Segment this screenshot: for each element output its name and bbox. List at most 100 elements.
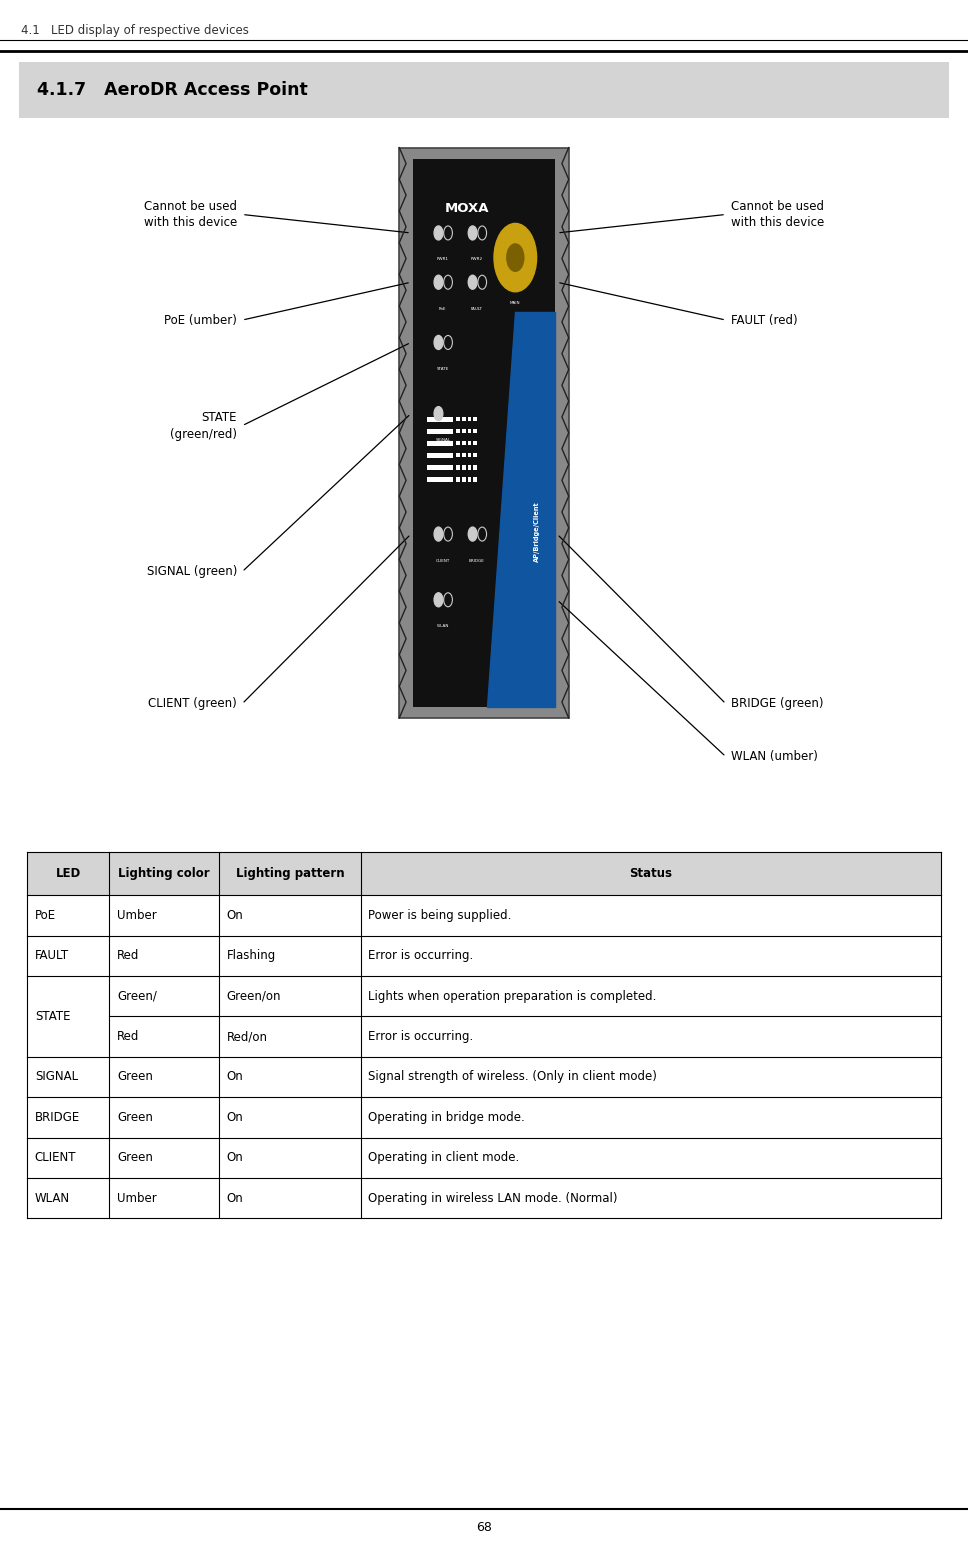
Circle shape bbox=[434, 225, 442, 239]
Bar bbox=[27, 1097, 941, 1138]
Bar bbox=[427, 429, 453, 434]
Text: BRIDGE: BRIDGE bbox=[35, 1111, 80, 1124]
Text: MOXA: MOXA bbox=[444, 202, 489, 214]
Bar bbox=[427, 465, 453, 469]
Text: On: On bbox=[227, 1152, 244, 1164]
Circle shape bbox=[434, 527, 442, 541]
Text: On: On bbox=[227, 909, 244, 922]
Bar bbox=[462, 416, 466, 421]
Text: PWR1: PWR1 bbox=[437, 258, 449, 261]
Text: Green: Green bbox=[117, 1152, 153, 1164]
Text: Green/: Green/ bbox=[117, 990, 157, 1002]
Text: LED: LED bbox=[55, 867, 81, 880]
Text: WLAN: WLAN bbox=[35, 1192, 70, 1204]
Text: Flashing: Flashing bbox=[227, 949, 276, 962]
Text: CLIENT: CLIENT bbox=[35, 1152, 76, 1164]
Text: Lights when operation preparation is completed.: Lights when operation preparation is com… bbox=[369, 990, 656, 1002]
Text: PoE (umber): PoE (umber) bbox=[165, 314, 237, 326]
Bar bbox=[462, 454, 466, 457]
Bar bbox=[462, 465, 466, 469]
Text: STATE
(green/red): STATE (green/red) bbox=[170, 412, 237, 440]
Bar bbox=[473, 441, 477, 446]
Bar bbox=[473, 454, 477, 457]
Bar bbox=[473, 465, 477, 469]
Text: CLIENT: CLIENT bbox=[436, 558, 450, 563]
Bar bbox=[27, 936, 941, 976]
Text: Error is occurring.: Error is occurring. bbox=[369, 1030, 473, 1043]
Circle shape bbox=[434, 592, 442, 606]
Bar bbox=[27, 1138, 941, 1178]
Text: PoE: PoE bbox=[439, 306, 446, 311]
Text: WLAN: WLAN bbox=[437, 625, 449, 628]
Text: Green: Green bbox=[117, 1071, 153, 1083]
Text: FAULT: FAULT bbox=[35, 949, 69, 962]
Bar bbox=[468, 477, 471, 482]
Circle shape bbox=[469, 527, 477, 541]
Bar bbox=[462, 429, 466, 434]
Bar bbox=[456, 441, 460, 446]
Text: On: On bbox=[227, 1192, 244, 1204]
Text: Lighting color: Lighting color bbox=[118, 867, 210, 880]
Bar bbox=[412, 159, 556, 707]
Text: Cannot be used
with this device: Cannot be used with this device bbox=[731, 200, 824, 228]
Text: SIGNAL: SIGNAL bbox=[35, 1071, 78, 1083]
Text: Error is occurring.: Error is occurring. bbox=[369, 949, 473, 962]
Text: WLAN (umber): WLAN (umber) bbox=[731, 751, 818, 763]
Bar bbox=[456, 477, 460, 482]
Bar bbox=[468, 465, 471, 469]
Text: Green: Green bbox=[117, 1111, 153, 1124]
Bar bbox=[462, 441, 466, 446]
Bar bbox=[468, 416, 471, 421]
Text: BRIDGE (green): BRIDGE (green) bbox=[731, 698, 824, 710]
Bar bbox=[456, 429, 460, 434]
Text: STATE: STATE bbox=[35, 1010, 71, 1023]
Text: 4.1   LED display of respective devices: 4.1 LED display of respective devices bbox=[21, 23, 249, 37]
Bar bbox=[27, 1178, 941, 1218]
Text: CLIENT (green): CLIENT (green) bbox=[148, 698, 237, 710]
Circle shape bbox=[507, 244, 524, 272]
Bar bbox=[468, 429, 471, 434]
Bar bbox=[427, 416, 453, 421]
Bar bbox=[399, 148, 568, 718]
Text: Red: Red bbox=[117, 949, 139, 962]
Text: On: On bbox=[227, 1071, 244, 1083]
Circle shape bbox=[469, 225, 477, 239]
Text: STATE: STATE bbox=[437, 367, 449, 371]
Bar bbox=[427, 477, 453, 482]
Bar bbox=[473, 429, 477, 434]
Text: On: On bbox=[227, 1111, 244, 1124]
Text: 4.1.7   AeroDR Access Point: 4.1.7 AeroDR Access Point bbox=[37, 81, 308, 99]
Bar bbox=[468, 454, 471, 457]
Circle shape bbox=[494, 224, 536, 292]
Text: PoE: PoE bbox=[35, 909, 56, 922]
Bar bbox=[27, 895, 941, 936]
Text: Green/on: Green/on bbox=[227, 990, 282, 1002]
Bar bbox=[27, 852, 941, 895]
Circle shape bbox=[434, 275, 442, 289]
Text: Operating in client mode.: Operating in client mode. bbox=[369, 1152, 520, 1164]
Bar bbox=[456, 465, 460, 469]
Text: SIGNAL: SIGNAL bbox=[436, 438, 450, 441]
Text: Umber: Umber bbox=[117, 1192, 157, 1204]
Text: Red/on: Red/on bbox=[227, 1030, 268, 1043]
Text: Signal strength of wireless. (Only in client mode): Signal strength of wireless. (Only in cl… bbox=[369, 1071, 657, 1083]
Bar bbox=[427, 441, 453, 446]
Text: Status: Status bbox=[629, 867, 672, 880]
Text: Power is being supplied.: Power is being supplied. bbox=[369, 909, 512, 922]
Polygon shape bbox=[487, 312, 556, 707]
Bar bbox=[27, 976, 941, 1057]
Bar bbox=[473, 477, 477, 482]
Bar bbox=[456, 416, 460, 421]
Text: SIGNAL (green): SIGNAL (green) bbox=[147, 566, 237, 578]
Text: Umber: Umber bbox=[117, 909, 157, 922]
Bar bbox=[462, 477, 466, 482]
Text: PWR2: PWR2 bbox=[470, 258, 483, 261]
Text: Operating in bridge mode.: Operating in bridge mode. bbox=[369, 1111, 525, 1124]
Bar bbox=[27, 1057, 941, 1097]
Text: MAIN: MAIN bbox=[510, 301, 521, 305]
Text: AP/Bridge/Client: AP/Bridge/Client bbox=[533, 500, 539, 561]
Bar bbox=[473, 416, 477, 421]
Circle shape bbox=[469, 275, 477, 289]
Circle shape bbox=[434, 407, 442, 421]
Circle shape bbox=[434, 336, 442, 350]
